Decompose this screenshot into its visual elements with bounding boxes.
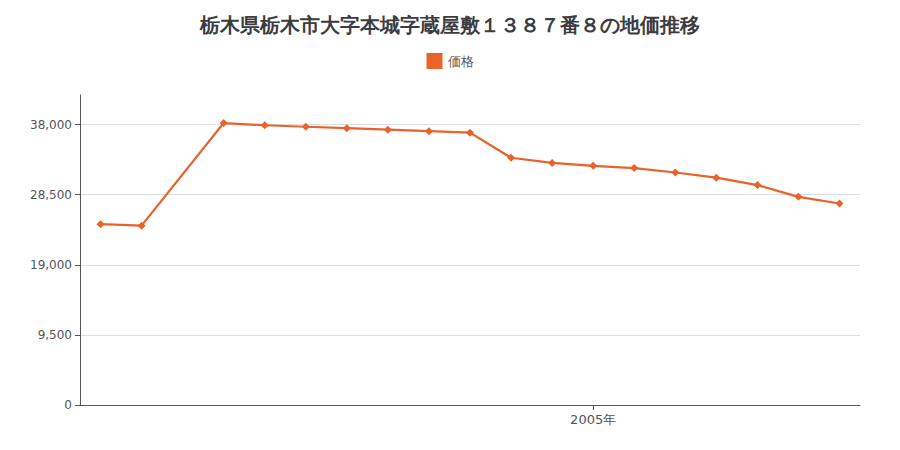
svg-text:価格: 価格 [448, 54, 474, 69]
svg-text:9,500: 9,500 [38, 328, 72, 342]
svg-text:28,500: 28,500 [30, 188, 72, 202]
svg-text:2005年: 2005年 [570, 412, 616, 427]
svg-text:38,000: 38,000 [30, 118, 72, 132]
svg-text:栃木県栃木市大字本城字蔵屋敷１３８７番８の地価推移: 栃木県栃木市大字本城字蔵屋敷１３８７番８の地価推移 [199, 13, 700, 37]
svg-text:0: 0 [64, 398, 72, 412]
svg-text:19,000: 19,000 [30, 258, 72, 272]
